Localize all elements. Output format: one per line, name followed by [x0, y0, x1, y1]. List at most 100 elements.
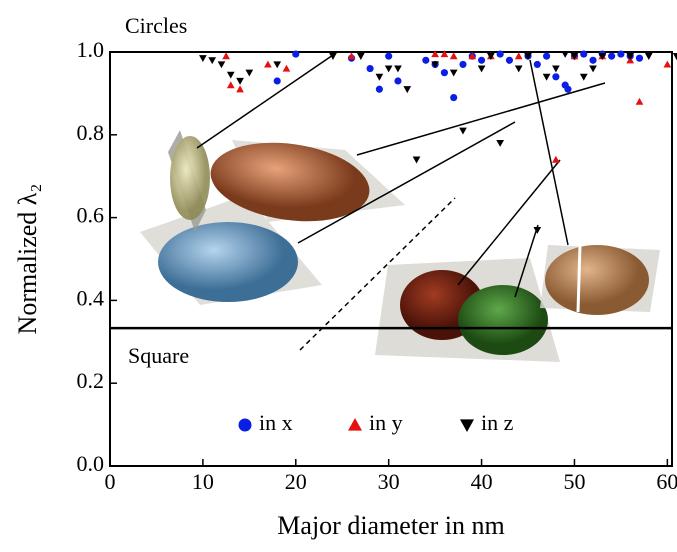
point: [282, 64, 291, 72]
point: [329, 53, 337, 60]
point: [450, 93, 458, 102]
point: [477, 65, 486, 73]
point: [226, 81, 235, 89]
x-tick-label: 50: [563, 469, 585, 494]
point: [356, 53, 365, 60]
legend-marker: [348, 418, 362, 431]
y-tick-label: 1.0: [77, 37, 105, 62]
x-tick-label: 40: [471, 469, 493, 494]
point: [564, 85, 572, 93]
point: [589, 65, 597, 73]
legend-label: in y: [369, 410, 403, 435]
x-tick-label: 0: [105, 469, 116, 494]
point: [477, 56, 486, 64]
point: [264, 60, 272, 68]
point: [449, 69, 458, 77]
ellipsoid-half: [458, 285, 548, 355]
legend-label: in x: [259, 410, 293, 435]
x-axis-label: Major diameter in nm: [277, 511, 504, 540]
y-tick-label: 0.0: [77, 451, 105, 476]
dashed-line: [299, 197, 456, 351]
point: [440, 69, 448, 77]
point: [468, 52, 477, 60]
point: [440, 50, 449, 58]
point: [533, 226, 542, 234]
point: [431, 50, 439, 58]
point: [552, 73, 560, 81]
legend-marker: [238, 418, 252, 432]
point: [644, 53, 653, 60]
y-tick-label: 0.2: [77, 368, 105, 393]
plot-frame: [109, 51, 673, 467]
point: [222, 52, 230, 60]
annotation: Square: [128, 343, 189, 368]
point: [561, 50, 570, 58]
point: [598, 53, 607, 60]
pointer-lines: [196, 54, 606, 298]
ellipsoid: [545, 245, 649, 315]
y-tick-label: 0.8: [77, 120, 105, 145]
point: [589, 56, 597, 64]
point: [384, 65, 393, 73]
point: [672, 53, 677, 60]
point: [552, 65, 560, 73]
cut-plane: [576, 244, 582, 313]
point: [459, 60, 467, 68]
point: [412, 156, 421, 164]
x-tick-label: 30: [378, 469, 400, 494]
ellipsoid: [210, 142, 370, 222]
point: [245, 69, 254, 77]
point: [496, 50, 504, 58]
point: [394, 65, 402, 73]
point: [366, 64, 374, 73]
point: [514, 65, 523, 73]
point: [579, 73, 588, 81]
y-axis-label: Normalized λ₂: [13, 184, 42, 335]
point: [635, 97, 644, 105]
point: [505, 56, 514, 64]
point: [496, 140, 504, 147]
point: [533, 60, 541, 68]
ellipsoid: [158, 222, 298, 302]
point: [292, 50, 300, 58]
point: [580, 50, 588, 58]
point: [375, 85, 383, 93]
point: [543, 52, 551, 60]
point: [199, 55, 207, 63]
point: [422, 56, 430, 64]
point: [542, 73, 551, 81]
point: [514, 52, 523, 60]
point: [617, 50, 625, 58]
ellipsoid: [170, 136, 210, 220]
point: [236, 85, 244, 93]
point: [524, 53, 532, 60]
point: [449, 52, 458, 60]
point: [552, 155, 560, 163]
x-tick-label: 60: [656, 469, 677, 494]
point: [375, 73, 384, 81]
point: [236, 77, 244, 85]
point: [403, 86, 412, 94]
point: [608, 52, 616, 60]
point: [570, 53, 579, 60]
point: [347, 52, 356, 60]
point: [663, 60, 672, 68]
x-tick-label: 20: [285, 469, 307, 494]
point: [431, 61, 439, 69]
point: [273, 77, 281, 85]
point: [459, 127, 467, 135]
point: [226, 71, 235, 79]
y-tick-label: 0.6: [77, 203, 105, 228]
point: [208, 57, 217, 65]
x-tick-label: 10: [192, 469, 214, 494]
insets: [140, 54, 660, 362]
legend-label: in z: [481, 410, 514, 435]
point: [487, 53, 495, 60]
y-tick-label: 0.4: [77, 285, 105, 310]
annotation: Circles: [125, 13, 187, 38]
point: [273, 61, 282, 69]
point: [635, 54, 644, 62]
point: [626, 53, 635, 60]
point: [217, 61, 226, 69]
